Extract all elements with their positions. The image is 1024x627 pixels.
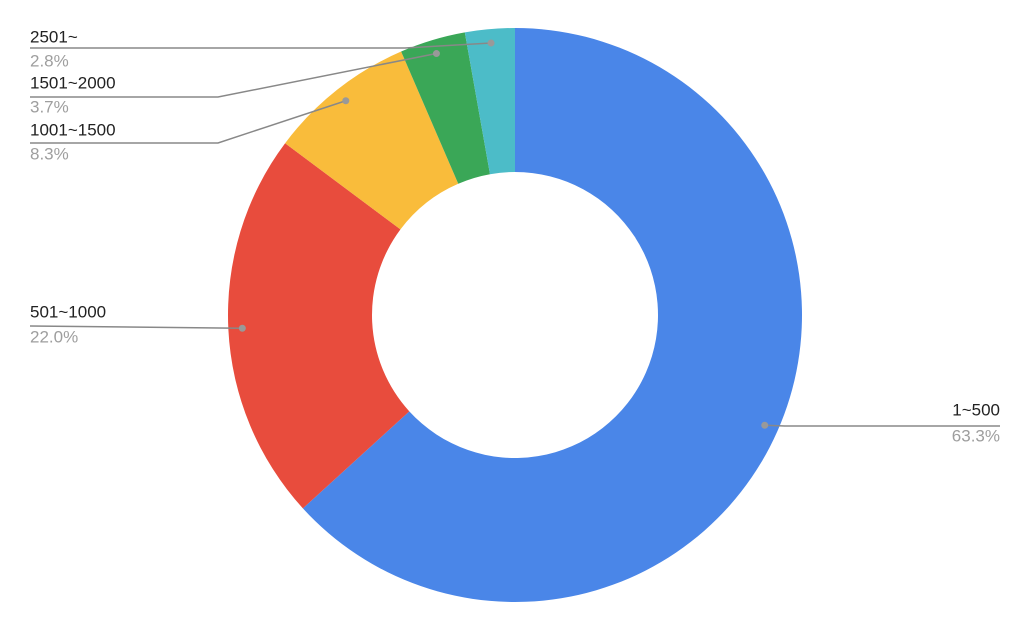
value-label: 63.3%	[952, 426, 1000, 445]
slice	[285, 51, 459, 230]
slice-label: 1501~2000	[30, 73, 116, 92]
leader-dot	[761, 421, 769, 429]
slice-label: 1~500	[952, 400, 1000, 419]
slice-label: 2501~	[30, 27, 78, 46]
leader-line	[764, 424, 1000, 427]
leader-dot	[432, 50, 440, 58]
slice-label: 1001~1500	[30, 120, 116, 139]
slice	[302, 28, 803, 602]
leader-line	[30, 100, 347, 144]
leader-line	[29, 325, 243, 330]
leader-line	[30, 52, 437, 98]
slice	[464, 28, 515, 175]
slice	[227, 143, 410, 509]
value-label: 8.3%	[30, 144, 69, 163]
value-label: 22.0%	[30, 327, 78, 346]
slice	[401, 32, 490, 184]
leader-line	[30, 42, 492, 49]
leader-dot	[487, 39, 495, 47]
value-label: 2.8%	[30, 51, 69, 70]
leader-dot	[342, 97, 350, 105]
leader-dot	[238, 324, 246, 332]
value-label: 3.7%	[30, 97, 69, 116]
slice-label: 501~1000	[30, 302, 106, 321]
